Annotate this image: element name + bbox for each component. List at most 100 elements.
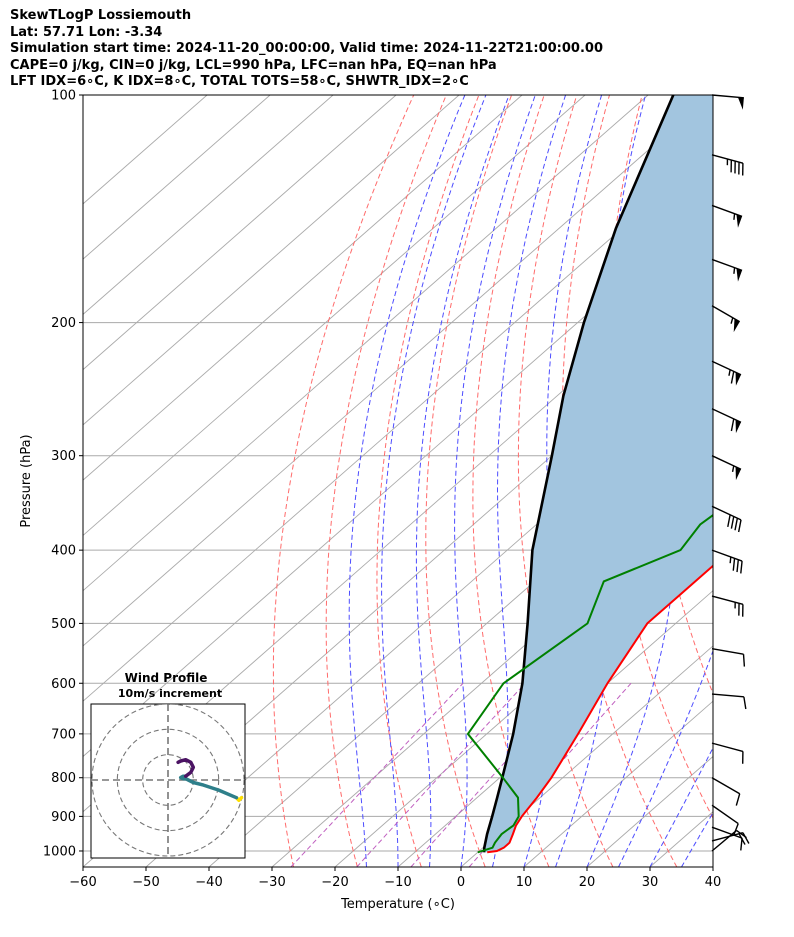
x-tick-label: −50 xyxy=(132,875,159,890)
wind-barb-shaft xyxy=(711,693,744,698)
wind-barb-shaft xyxy=(711,829,737,852)
wind-barb-shaft xyxy=(711,595,744,605)
x-tick-label: 40 xyxy=(705,875,722,890)
wind-barb-flag xyxy=(737,97,744,110)
wind-barb-half-feather xyxy=(728,369,731,376)
isotherm-line xyxy=(83,95,397,371)
header-indices: LFT IDX=6∘C, K IDX=8∘C, TOTAL TOTS=58∘C,… xyxy=(10,74,469,89)
wind-barb-shaft xyxy=(711,204,743,218)
wind-barb-feather xyxy=(736,559,740,573)
wind-barb xyxy=(711,549,743,574)
wind-barb-shaft xyxy=(711,647,744,655)
wind-barb xyxy=(711,455,742,481)
y-tick-label: 300 xyxy=(51,449,76,464)
y-tick-label: 500 xyxy=(51,617,76,632)
wind-barb-shaft xyxy=(711,505,742,521)
isotherm-line xyxy=(83,95,586,537)
wind-barb xyxy=(711,154,744,176)
y-axis-label: Pressure (hPa) xyxy=(19,434,34,527)
wind-barb xyxy=(711,647,746,667)
wind-barb xyxy=(711,693,747,710)
wind-barb-shaft xyxy=(711,804,739,825)
dry-adiabat-line xyxy=(725,95,794,867)
wind-barb xyxy=(711,804,739,836)
wind-barb-flag xyxy=(735,372,742,386)
hodograph-inset: Wind Profile 10m/s increment xyxy=(90,671,246,859)
x-tick-label: 10 xyxy=(516,875,533,890)
wind-barb-feather xyxy=(730,418,735,432)
x-tick-label: −40 xyxy=(195,875,222,890)
wind-barb-flag xyxy=(733,318,740,333)
moist-adiabat-line xyxy=(348,95,466,867)
wind-barb-feather xyxy=(742,654,746,667)
wind-barb-shaft xyxy=(711,258,743,272)
dry-adiabat-line xyxy=(272,95,415,867)
wind-barb-flag xyxy=(736,268,743,282)
x-tick-label: 0 xyxy=(457,875,465,890)
wind-barb-feather xyxy=(730,516,735,529)
wind-barb-half-feather xyxy=(733,213,736,220)
wind-barb-half-feather xyxy=(731,465,735,473)
header-station: SkewTLogP Lossiemouth xyxy=(10,8,192,23)
isotherm-line xyxy=(83,95,271,260)
x-tick-label: −30 xyxy=(258,875,285,890)
y-tick-label: 900 xyxy=(51,810,76,825)
dry-adiabat-line xyxy=(762,95,794,867)
wind-barbs xyxy=(711,94,750,852)
y-tick-label: 100 xyxy=(51,89,76,104)
temperature-line xyxy=(487,564,713,854)
wind-barb-shaft xyxy=(711,777,741,795)
wind-barb-feather xyxy=(738,833,746,845)
wind-barb xyxy=(711,305,741,333)
wind-barb xyxy=(711,505,742,533)
isotherm-line xyxy=(83,95,523,481)
dry-adiabat-line xyxy=(472,95,550,867)
wind-barb-shaft xyxy=(711,826,743,839)
hodograph-subtitle: 10m/s increment xyxy=(118,687,222,700)
wind-barb-feather xyxy=(736,829,747,839)
wind-barb xyxy=(711,94,744,110)
wind-barb-feather xyxy=(740,561,743,574)
isotherm-line xyxy=(83,95,460,426)
cape-shade-area xyxy=(484,95,713,853)
y-tick-label: 800 xyxy=(51,771,76,786)
wind-barb-shaft xyxy=(711,305,741,323)
wind-barb-feather xyxy=(734,518,739,531)
wind-barb-shaft xyxy=(711,549,743,562)
wind-barb-feather xyxy=(743,696,747,710)
hodograph-trace xyxy=(176,757,196,778)
y-tick-label: 600 xyxy=(51,677,76,692)
dry-adiabat-line xyxy=(325,95,447,867)
isotherm-line xyxy=(523,700,713,867)
wind-barb-feather xyxy=(732,558,736,571)
header-cape-info: CAPE=0 j/kg, CIN=0 j/kg, LCL=990 hPa, LF… xyxy=(10,57,497,73)
wind-barb-feather xyxy=(742,832,750,844)
x-tick-label: −10 xyxy=(384,875,411,890)
wind-barb xyxy=(711,408,742,434)
x-tick-label: 30 xyxy=(642,875,659,890)
wind-barb xyxy=(711,777,741,806)
hodograph-trace xyxy=(178,774,239,800)
moist-adiabat-line xyxy=(649,746,713,867)
header-location: Lat: 57.71 Lon: -3.34 xyxy=(10,24,163,40)
wind-barb-feather xyxy=(735,793,741,806)
y-tick-label: 1000 xyxy=(43,844,76,859)
dry-adiabat-line xyxy=(425,95,513,867)
wind-barb xyxy=(711,360,742,386)
isotherm-line xyxy=(334,534,713,867)
isotherm-line xyxy=(83,95,712,647)
isotherm-line xyxy=(83,95,649,592)
wind-barb-feather xyxy=(727,514,731,528)
wind-barb-feather xyxy=(730,371,735,384)
wind-barb-shaft xyxy=(711,408,742,423)
x-axis-label: Temperature (∘C) xyxy=(340,897,455,912)
mixing-ratio-line xyxy=(290,682,464,867)
x-tick-label: −60 xyxy=(69,875,96,890)
wind-barb-half-feather xyxy=(733,267,736,274)
x-tick-label: 20 xyxy=(579,875,596,890)
x-tick-label: −20 xyxy=(321,875,348,890)
wind-barb-feather xyxy=(733,823,739,836)
hodograph-title: Wind Profile xyxy=(125,671,208,685)
wind-barb xyxy=(711,832,750,845)
